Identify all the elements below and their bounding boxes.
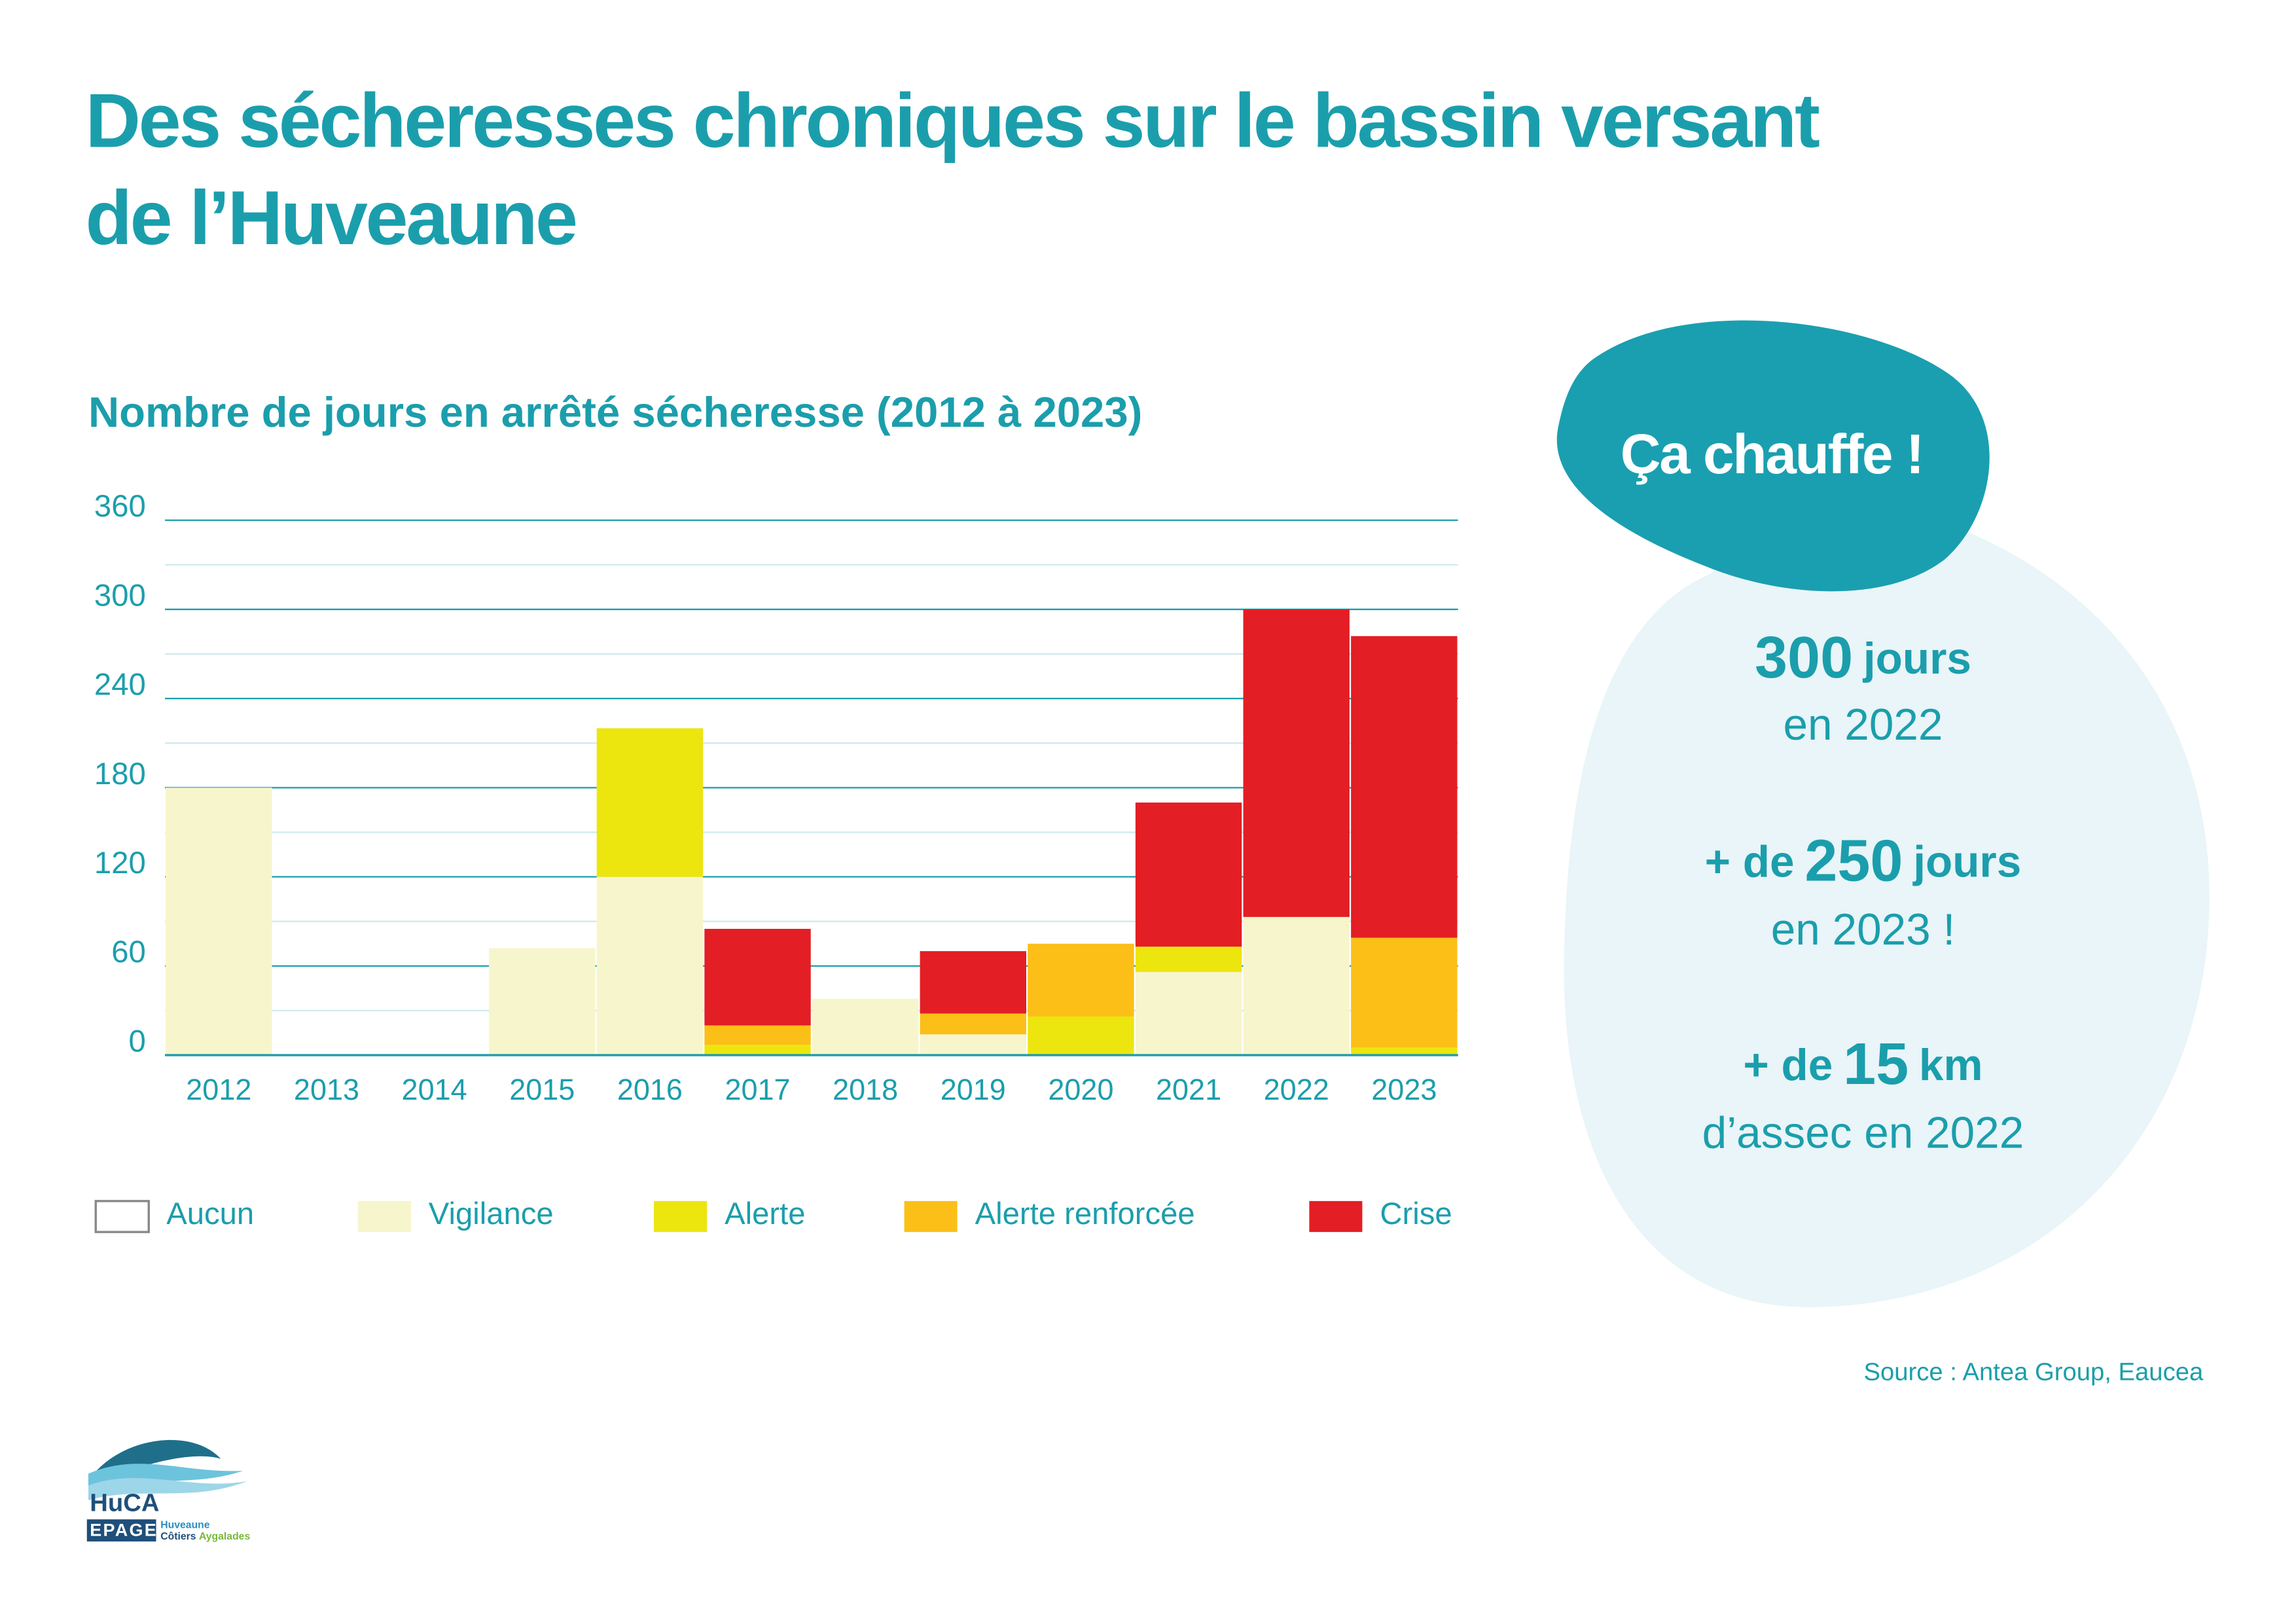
stat: 300 jours: [1755, 624, 1971, 691]
bar-segment: [596, 876, 704, 1055]
y-tick-label: 60: [111, 935, 146, 969]
stat-prefix: + de: [1705, 837, 1795, 886]
x-tick-label: 2019: [941, 1073, 1006, 1106]
bar-segment: [1135, 971, 1242, 1055]
chart: 0 60 120 180 240 300 360 2012 2013 2014 2015 2016 20…: [94, 489, 1458, 1233]
x-tick-label: 2012: [186, 1073, 251, 1106]
legend-swatch: [904, 1200, 958, 1233]
legend-label: Aucun: [166, 1197, 254, 1231]
bar-segment: [1243, 916, 1350, 1055]
bar-segment: [596, 728, 704, 877]
legend-label: Crise: [1380, 1197, 1452, 1231]
stat-unit: jours: [1862, 634, 1971, 683]
logo-wave: [88, 1477, 248, 1500]
bar-segment: [704, 1045, 811, 1055]
legend-swatch: [1309, 1200, 1363, 1233]
logo-text: Côtiers Aygalades: [160, 1531, 250, 1542]
callout-blob: [1564, 505, 2210, 1307]
source: Source : Antea Group, Eaucea: [1864, 1358, 2204, 1386]
x-tick-label: 2020: [1048, 1073, 1113, 1106]
bar-segment: [1351, 636, 1458, 938]
x-tick-label: 2016: [617, 1073, 683, 1106]
bar-segment: [1351, 1047, 1458, 1055]
x-tick-label: 2021: [1156, 1073, 1221, 1106]
x-tick-label: 2023: [1371, 1073, 1437, 1106]
legend-swatch: [357, 1200, 411, 1233]
y-tick-label: 300: [94, 578, 146, 613]
stat-number: 250: [1804, 827, 1903, 893]
bar-segment: [920, 951, 1026, 1014]
bar-segment: [812, 998, 919, 1055]
title-line: de l’Huveaune: [86, 175, 577, 261]
logo-hill: [88, 1439, 221, 1489]
x-tick-label: 2015: [509, 1073, 575, 1106]
legend-label: Vigilance: [429, 1197, 554, 1231]
x-tick-label: 2022: [1264, 1073, 1329, 1106]
bar-segment: [1243, 609, 1350, 917]
callout-heading: Ça chauffe !: [1621, 424, 1923, 486]
logo-sub: EPAGE: [90, 1520, 158, 1540]
bar-segment: [1028, 1016, 1134, 1055]
title-line: Des sécheresses chroniques sur le bassin…: [86, 78, 1820, 164]
bar-segment: [489, 948, 596, 1055]
bar-segment: [920, 1034, 1026, 1055]
bar-segment: [704, 1025, 811, 1045]
y-tick-label: 180: [94, 757, 146, 791]
stat-line: en 2023 !: [1771, 905, 1956, 954]
y-tick-label: 0: [128, 1024, 145, 1058]
bar-segment: [1028, 943, 1134, 1017]
stat-line: d’assec en 2022: [1702, 1109, 2024, 1158]
logo-text: Huveaune: [160, 1519, 209, 1530]
stat-prefix: + de: [1743, 1041, 1833, 1090]
logo-name: HuCA: [90, 1489, 159, 1517]
legend-label: Alerte renforcée: [975, 1197, 1195, 1231]
x-tick-label: 2018: [833, 1073, 898, 1106]
bar-segment: [1135, 947, 1242, 972]
stat-unit: jours: [1912, 837, 2021, 886]
logo: HuCA EPAGE Huveaune Côtiers Aygalades: [86, 1439, 250, 1542]
callout-heading-blob: [1556, 320, 1990, 592]
legend-label: Alerte: [725, 1197, 805, 1231]
y-tick-label: 240: [94, 668, 146, 702]
stat: + de 15 km: [1743, 1031, 1982, 1097]
bar-segment: [920, 1013, 1026, 1035]
stat-line: en 2022: [1783, 700, 1943, 749]
logo-plate: [86, 1519, 156, 1542]
bar-segment: [1135, 803, 1242, 947]
chart-title: Nombre de jours en arrêté sécheresse (20…: [88, 388, 1142, 436]
y-tick-label: 120: [94, 846, 146, 880]
stat-number: 300: [1755, 624, 1853, 691]
logo-wave: [88, 1464, 243, 1492]
bar-segment: [166, 787, 272, 1055]
x-tick-label: 2013: [294, 1073, 359, 1106]
logo-text-part: Aygalades: [199, 1531, 250, 1542]
x-tick-label: 2017: [725, 1073, 790, 1106]
stat: + de 250 jours: [1705, 827, 2022, 893]
x-tick-label: 2014: [402, 1073, 467, 1106]
stat-number: 15: [1843, 1031, 1909, 1097]
bar-segment: [1351, 937, 1458, 1048]
stat-unit: km: [1919, 1041, 1983, 1090]
logo-text-part: Côtiers: [160, 1531, 196, 1542]
y-tick-label: 360: [94, 489, 146, 524]
legend-swatch: [654, 1200, 708, 1233]
legend-swatch: [94, 1200, 150, 1233]
bar-segment: [704, 929, 811, 1026]
